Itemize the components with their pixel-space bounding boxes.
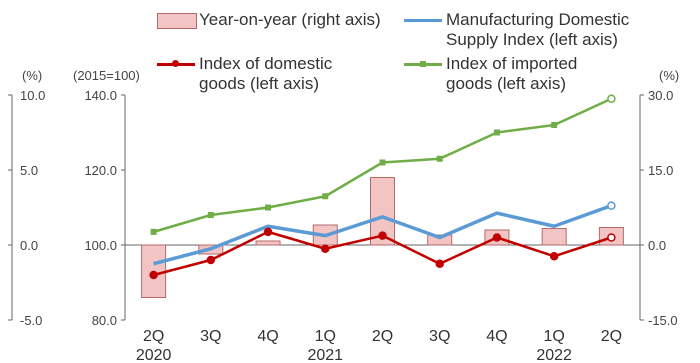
x-tick-label: 3Q bbox=[429, 328, 450, 345]
legend-marker-imported bbox=[420, 61, 426, 67]
point-imported bbox=[265, 204, 272, 211]
far-left-tick-label: 10.0 bbox=[20, 88, 45, 103]
legend-label-mdsi-2: Supply Index (left axis) bbox=[446, 30, 618, 49]
legend-label-domestic-2: goods (left axis) bbox=[199, 74, 319, 93]
x-tick-label: 4Q bbox=[257, 328, 278, 345]
point-imported bbox=[322, 193, 329, 200]
x-tick-label: 2Q bbox=[143, 328, 164, 345]
point-imported bbox=[607, 94, 616, 103]
point-domestic bbox=[549, 252, 559, 261]
point-domestic bbox=[149, 270, 158, 280]
left-tick-label: 140.0 bbox=[84, 88, 117, 103]
far-left-axis-unit: (%) bbox=[22, 68, 43, 83]
x-year-label: 2022 bbox=[536, 347, 572, 363]
point-imported bbox=[436, 155, 443, 162]
bar-yoy bbox=[427, 234, 453, 246]
legend-label-mdsi-1: Manufacturing Domestic bbox=[446, 10, 630, 29]
point-domestic bbox=[263, 227, 273, 237]
legend-swatch-bar bbox=[157, 13, 197, 29]
x-tick-label: 2Q bbox=[372, 328, 393, 345]
bar-yoy bbox=[255, 240, 281, 246]
x-tick-label: 1Q bbox=[315, 328, 336, 345]
left-axis-unit: (2015=100) bbox=[73, 68, 140, 83]
legend-label-imported-2: goods (left axis) bbox=[446, 74, 566, 93]
point-domestic bbox=[607, 233, 616, 242]
point-imported bbox=[551, 122, 558, 128]
point-imported bbox=[379, 159, 386, 166]
x-year-label: 2021 bbox=[307, 347, 343, 363]
x-year-label: 2020 bbox=[136, 347, 172, 363]
right-tick-label: -15.0 bbox=[648, 313, 678, 328]
legend-line-mdsi bbox=[404, 19, 442, 22]
series-line-0 bbox=[153, 203, 612, 266]
left-tick-label: 120.0 bbox=[84, 163, 117, 178]
left-tick-label: 100.0 bbox=[84, 238, 117, 253]
x-tick-label: 1Q bbox=[543, 328, 564, 345]
legend-label-domestic-1: Index of domestic bbox=[199, 54, 333, 73]
point-domestic bbox=[321, 244, 330, 253]
right-tick-label: 15.0 bbox=[648, 163, 673, 178]
point-domestic bbox=[435, 259, 444, 268]
point-imported bbox=[207, 212, 214, 218]
left-tick-label: 80.0 bbox=[92, 313, 117, 328]
x-tick-label: 2Q bbox=[601, 328, 622, 345]
point-domestic bbox=[378, 231, 387, 240]
x-tick-label: 3Q bbox=[200, 328, 221, 345]
far-left-tick-label: 5.0 bbox=[20, 163, 38, 178]
bar-yoy bbox=[541, 228, 567, 246]
x-tick-label: 4Q bbox=[486, 328, 507, 345]
far-left-tick-label: -5.0 bbox=[20, 313, 42, 328]
far-left-tick-label: 0.0 bbox=[20, 238, 38, 253]
point-mdsi bbox=[607, 201, 616, 210]
point-domestic bbox=[206, 255, 216, 265]
legend-label-imported-1: Index of imported bbox=[446, 54, 578, 73]
point-imported bbox=[150, 228, 157, 235]
right-axis-unit: (%) bbox=[659, 68, 680, 83]
legend-label-yoy: Year-on-year (right axis) bbox=[199, 10, 381, 29]
right-tick-label: 0.0 bbox=[648, 238, 666, 253]
point-imported bbox=[493, 129, 500, 136]
legend-marker-domestic bbox=[172, 60, 179, 67]
right-tick-label: 30.0 bbox=[648, 88, 673, 103]
point-domestic bbox=[492, 233, 502, 242]
